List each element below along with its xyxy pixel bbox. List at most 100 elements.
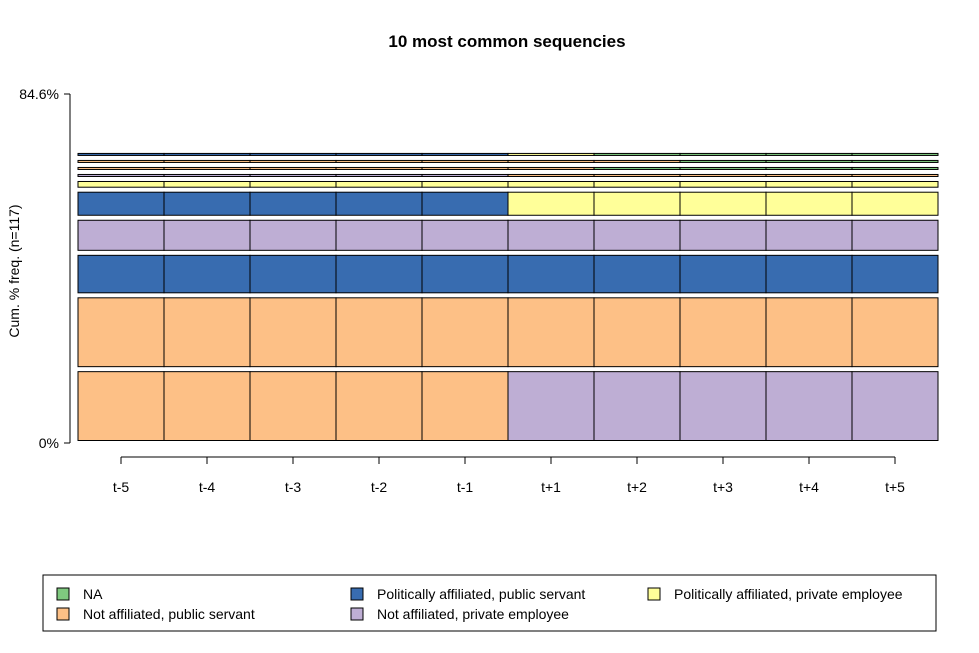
sequence-cell	[851, 159, 939, 163]
sequence-cell	[421, 180, 509, 188]
legend-label: Politically affiliated, public servant	[377, 586, 585, 602]
sequence-cell	[593, 297, 681, 368]
x-tick-label: t-3	[285, 479, 302, 495]
sequence-cell	[421, 166, 509, 170]
sequence-cell	[593, 166, 681, 170]
sequence-cell	[249, 191, 337, 216]
legend-label: Not affiliated, private employee	[377, 606, 569, 622]
sequence-cell	[851, 297, 939, 368]
x-tick-label: t+2	[627, 479, 647, 495]
sequence-cell	[851, 219, 939, 251]
sequence-cell	[77, 180, 165, 188]
sequence-cell	[249, 254, 337, 294]
sequence-cell	[851, 180, 939, 188]
y-axis-label: Cum. % freq. (n=117)	[6, 204, 22, 337]
sequence-cell	[765, 159, 853, 163]
sequence-cell	[679, 159, 767, 163]
x-tick-label: t-1	[457, 479, 474, 495]
y-tick-label: 0%	[39, 435, 59, 451]
sequence-cell	[77, 152, 165, 156]
sequence-cell	[249, 219, 337, 251]
sequence-cell	[163, 219, 251, 251]
sequence-cell	[249, 166, 337, 170]
sequence-cell	[249, 180, 337, 188]
sequence-cell	[593, 191, 681, 216]
y-axis: 0% 84.6%	[19, 86, 71, 451]
sequence-cell	[765, 297, 853, 368]
x-tick-label: t+5	[885, 479, 905, 495]
sequence-cell	[507, 173, 595, 177]
sequence-cell	[679, 166, 767, 170]
sequence-cell	[421, 152, 509, 156]
sequence-cell	[163, 371, 251, 441]
sequence-cell	[507, 152, 595, 156]
sequence-cell	[335, 219, 423, 251]
sequence-cell	[421, 191, 509, 216]
sequence-cell	[507, 159, 595, 163]
sequence-cell	[679, 173, 767, 177]
x-tick-label: t+3	[713, 479, 733, 495]
sequence-cell	[679, 180, 767, 188]
sequence-cell	[765, 173, 853, 177]
sequence-cell	[765, 254, 853, 294]
chart-title: 10 most common sequencies	[388, 32, 625, 51]
x-tick-label: t-5	[113, 479, 130, 495]
sequence-cell	[163, 297, 251, 368]
sequence-cell	[507, 297, 595, 368]
legend-swatch	[350, 607, 364, 621]
legend: NA Not affiliated, public servant Politica…	[42, 574, 937, 632]
sequence-cell	[507, 166, 595, 170]
sequence-cell	[851, 191, 939, 216]
sequence-cell	[421, 173, 509, 177]
sequence-cell	[593, 219, 681, 251]
sequence-cell	[593, 159, 681, 163]
sequence-cell	[77, 166, 165, 170]
sequence-cell	[335, 173, 423, 177]
sequence-cell	[77, 191, 165, 216]
x-tick-label: t-2	[371, 479, 388, 495]
sequence-cell	[765, 191, 853, 216]
legend-swatch	[56, 587, 70, 601]
sequence-cell	[679, 152, 767, 156]
sequence-cell	[679, 191, 767, 216]
sequence-cell	[249, 152, 337, 156]
sequence-cell	[163, 180, 251, 188]
sequence-cell	[593, 173, 681, 177]
sequence-cell	[507, 254, 595, 294]
sequence-cell	[851, 152, 939, 156]
sequence-cell	[507, 371, 595, 441]
sequence-cell	[163, 159, 251, 163]
sequence-cell	[765, 166, 853, 170]
sequence-cell	[679, 254, 767, 294]
sequence-cell	[77, 254, 165, 294]
x-tick-label: t+4	[799, 479, 819, 495]
sequence-cell	[163, 166, 251, 170]
sequence-cell	[851, 371, 939, 441]
x-tick-label: t-4	[199, 479, 216, 495]
sequence-cell	[163, 191, 251, 216]
sequence-cell	[421, 159, 509, 163]
sequence-cell	[765, 219, 853, 251]
legend-box	[42, 574, 937, 632]
sequence-cell	[851, 166, 939, 170]
sequence-cell	[679, 371, 767, 441]
sequence-cell	[163, 152, 251, 156]
sequence-cell	[249, 371, 337, 441]
sequence-cell	[335, 191, 423, 216]
sequence-cell	[249, 173, 337, 177]
sequence-cell	[249, 159, 337, 163]
sequence-cell	[163, 254, 251, 294]
legend-swatch	[56, 607, 70, 621]
legend-label: Not affiliated, public servant	[83, 606, 255, 622]
sequence-cell	[163, 173, 251, 177]
sequence-cell	[335, 166, 423, 170]
sequence-cell	[507, 180, 595, 188]
sequence-cell	[765, 180, 853, 188]
sequence-cell	[421, 297, 509, 368]
sequence-cell	[335, 159, 423, 163]
sequence-cell	[507, 191, 595, 216]
legend-label: NA	[83, 586, 103, 602]
sequence-cell	[77, 173, 165, 177]
sequence-cell	[421, 371, 509, 441]
